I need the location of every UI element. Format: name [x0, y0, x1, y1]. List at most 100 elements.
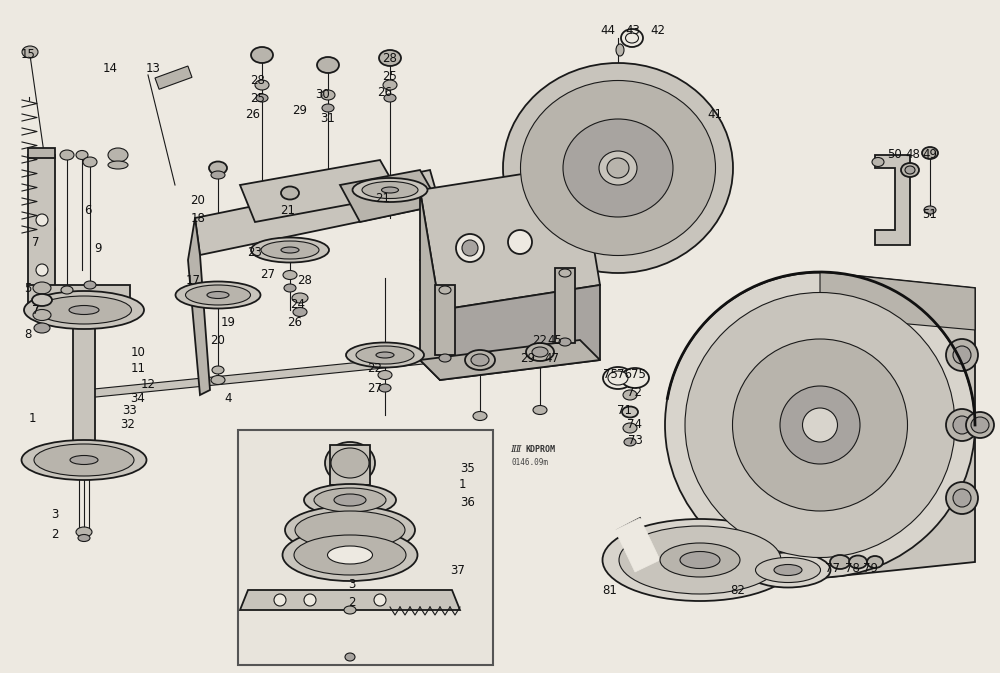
Circle shape [508, 230, 532, 254]
Text: 32: 32 [121, 417, 135, 431]
Ellipse shape [292, 293, 308, 303]
Text: 28: 28 [251, 73, 265, 87]
Text: 21: 21 [280, 203, 296, 217]
Ellipse shape [344, 606, 356, 614]
Ellipse shape [559, 269, 571, 277]
Text: 12: 12 [140, 378, 156, 392]
Text: 25: 25 [383, 69, 397, 83]
Ellipse shape [76, 151, 88, 160]
Ellipse shape [36, 296, 132, 324]
Ellipse shape [293, 308, 307, 316]
Ellipse shape [623, 423, 637, 433]
Ellipse shape [322, 104, 334, 112]
Text: 8: 8 [24, 328, 32, 341]
Text: 48: 48 [906, 149, 920, 162]
Text: 82: 82 [731, 583, 745, 596]
Ellipse shape [283, 529, 418, 581]
Ellipse shape [774, 565, 802, 575]
Ellipse shape [33, 282, 51, 294]
Text: 23: 23 [248, 246, 262, 258]
Ellipse shape [304, 484, 396, 516]
Text: 7: 7 [32, 236, 40, 248]
Circle shape [374, 594, 386, 606]
Bar [155, 66, 192, 90]
Polygon shape [188, 218, 210, 395]
Ellipse shape [211, 171, 225, 179]
Text: 27: 27 [368, 382, 382, 394]
Text: ⅡⅡ: ⅡⅡ [510, 445, 522, 454]
Circle shape [456, 234, 484, 262]
Ellipse shape [108, 161, 128, 169]
Ellipse shape [533, 406, 547, 415]
Ellipse shape [283, 271, 297, 279]
Text: 79: 79 [862, 561, 878, 575]
Ellipse shape [756, 557, 820, 583]
Ellipse shape [471, 354, 489, 366]
Ellipse shape [69, 306, 99, 314]
Text: 1: 1 [28, 411, 36, 425]
Ellipse shape [685, 293, 955, 557]
Ellipse shape [331, 448, 369, 478]
Text: 25: 25 [251, 92, 265, 104]
Ellipse shape [32, 294, 52, 306]
Ellipse shape [607, 158, 629, 178]
Text: 78: 78 [845, 561, 859, 575]
Ellipse shape [603, 367, 633, 389]
Text: 17: 17 [186, 273, 200, 287]
Polygon shape [84, 340, 582, 398]
Text: 41: 41 [708, 108, 722, 122]
Polygon shape [28, 285, 130, 310]
Ellipse shape [660, 543, 740, 577]
Ellipse shape [33, 310, 51, 320]
Text: 45: 45 [548, 334, 562, 347]
Circle shape [304, 594, 316, 606]
Text: 9: 9 [94, 242, 102, 254]
Ellipse shape [872, 157, 884, 166]
Ellipse shape [379, 384, 391, 392]
Circle shape [953, 489, 971, 507]
Bar [238, 430, 493, 665]
Text: 21: 21 [376, 192, 390, 205]
Text: 2: 2 [348, 596, 356, 608]
Text: 43: 43 [626, 24, 640, 36]
Text: 75: 75 [603, 369, 617, 382]
Bar [435, 285, 455, 355]
Text: 77: 77 [824, 561, 840, 575]
Ellipse shape [108, 148, 128, 162]
Ellipse shape [285, 506, 415, 554]
Bar [73, 290, 95, 475]
Ellipse shape [70, 456, 98, 464]
Text: 49: 49 [922, 149, 938, 162]
Text: 1: 1 [458, 479, 466, 491]
Polygon shape [195, 170, 440, 255]
Ellipse shape [345, 653, 355, 661]
Circle shape [946, 339, 978, 371]
Ellipse shape [281, 186, 299, 199]
Text: 2: 2 [51, 528, 59, 542]
Text: 44: 44 [600, 24, 616, 36]
Text: 10: 10 [131, 345, 145, 359]
Ellipse shape [746, 553, 830, 588]
Ellipse shape [314, 488, 386, 512]
Text: 4: 4 [224, 392, 232, 404]
Polygon shape [420, 340, 600, 380]
Circle shape [36, 214, 48, 226]
Ellipse shape [356, 346, 414, 364]
Ellipse shape [922, 147, 938, 159]
Text: 28: 28 [298, 273, 312, 287]
Bar [555, 268, 575, 343]
Ellipse shape [971, 417, 989, 433]
Text: 75: 75 [631, 369, 645, 382]
Ellipse shape [83, 157, 97, 167]
Text: 6: 6 [84, 203, 92, 217]
Ellipse shape [563, 119, 673, 217]
Ellipse shape [830, 555, 850, 569]
Text: 26: 26 [378, 85, 392, 98]
Polygon shape [240, 160, 400, 222]
Circle shape [953, 416, 971, 434]
Ellipse shape [626, 33, 639, 43]
Circle shape [946, 409, 978, 441]
Ellipse shape [867, 556, 883, 568]
Text: 18: 18 [191, 211, 205, 225]
Circle shape [953, 346, 971, 364]
